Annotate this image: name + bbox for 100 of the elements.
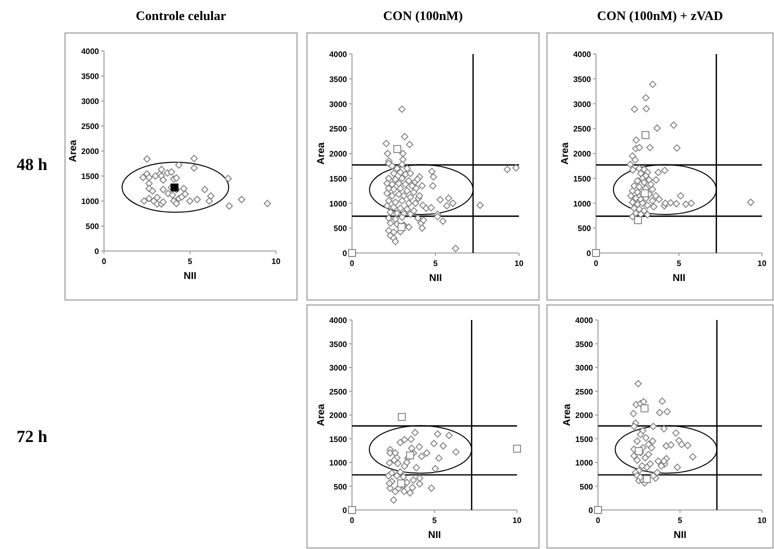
y-tick-label: 2500 [575,387,594,396]
point [667,441,675,449]
y-tick-label: 4000 [329,50,348,59]
point [145,194,153,202]
chart-title: CON (100nM) [383,8,463,23]
y-tick-label: 3000 [81,97,100,106]
point [393,145,402,153]
y-tick-label: 1500 [329,174,348,184]
y-axis-title: Area [68,139,79,162]
point [400,473,408,480]
point [172,174,180,182]
point [394,460,402,468]
point [634,380,642,388]
x-tick-label: 10 [758,516,767,525]
point [396,468,404,476]
point [640,398,648,406]
point [393,472,401,480]
text: 72 h [16,427,48,446]
point [642,131,650,140]
y-tick-label: 1500 [573,174,592,184]
y-tick-label: 0 [588,506,594,515]
point [410,476,418,484]
point [224,174,232,182]
point [154,194,161,202]
point [644,450,652,458]
point [654,457,662,465]
point [392,488,399,496]
y-tick-label: 3500 [81,72,100,81]
point [416,443,423,450]
point [658,398,666,405]
point [418,452,426,460]
x-tick-label: 10 [514,259,524,268]
y-tick-label: 3500 [329,340,348,349]
point [664,408,671,416]
point [640,189,649,198]
point [386,459,394,467]
y-tick-label: 2500 [81,122,100,131]
point [642,475,651,484]
y-axis-title: Area [562,403,573,426]
point [408,484,416,492]
point [148,187,156,195]
y-axis-title: Area [316,403,327,426]
point [654,468,661,476]
point [348,249,356,257]
point [190,164,198,172]
y-tick-label: 2500 [573,124,592,134]
point [430,440,438,448]
point [648,437,656,445]
point [636,430,644,438]
x-tick-label: 10 [272,257,281,266]
y-tick-label: 500 [580,482,594,492]
y-tick-label: 1000 [329,458,348,468]
y-axis-title: Area [560,142,571,165]
x-axis-title: NII [674,530,687,541]
y-tick-label: 4000 [81,47,100,56]
point [423,449,430,457]
y-tick-label: 1000 [329,199,348,208]
y-tick-label: 1500 [81,172,100,181]
y-tick-label: 1000 [81,197,100,206]
y-tick-label: 2000 [329,411,348,420]
point [186,197,194,205]
point [428,484,436,492]
x-tick-label: 5 [432,516,438,525]
x-tick-label: 10 [758,259,767,268]
point [678,440,686,448]
point [238,196,246,204]
point [175,161,182,169]
point [408,444,416,452]
y-tick-label: 1500 [329,434,348,444]
point [398,223,406,232]
x-axis-title: NII [429,273,442,284]
point [396,438,404,446]
point [139,174,147,182]
point [592,249,600,257]
point [630,410,638,418]
point [201,186,208,194]
y-tick-label: 2000 [573,150,592,158]
point [178,193,186,201]
point [630,452,638,460]
y-tick-label: 2000 [575,411,594,420]
point [390,496,398,504]
point [172,200,180,208]
point [416,474,424,482]
point [638,462,646,470]
point [445,432,453,440]
y-tick-label: 500 [334,224,348,234]
x-axis-title: NII [184,271,197,282]
point [440,442,447,450]
point [630,422,638,430]
y-tick-label: 2000 [81,147,100,156]
y-tick-label: 2500 [329,387,348,396]
y-tick-label: 0 [94,247,100,256]
point [348,506,356,514]
y-tick-label: 1000 [575,458,594,468]
point [190,154,198,162]
point [412,464,420,472]
y-tick-label: 2500 [329,124,348,134]
y-tick-label: 1500 [575,434,594,444]
point [684,442,692,450]
y-tick-label: 4000 [573,50,592,59]
